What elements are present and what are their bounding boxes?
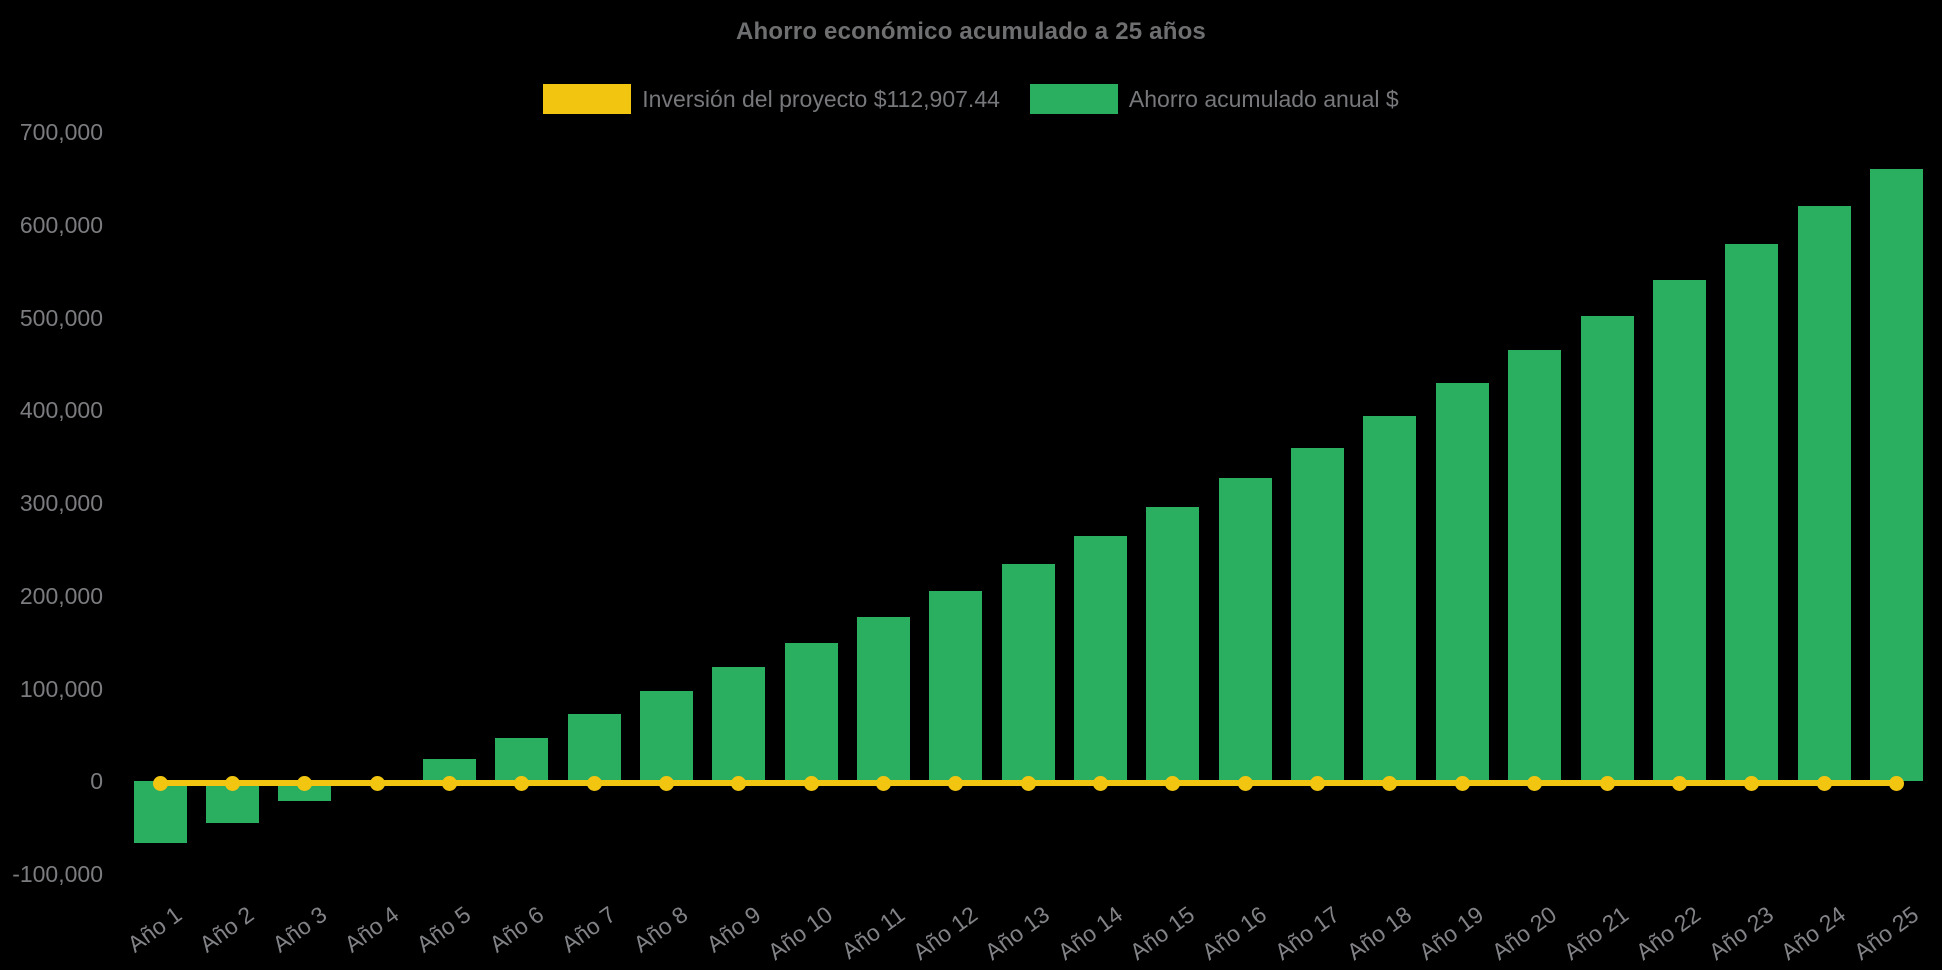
bar-ano-8[interactable] bbox=[639, 691, 693, 782]
investment-point-ano-12[interactable] bbox=[948, 775, 964, 791]
investment-point-ano-15[interactable] bbox=[1165, 775, 1181, 791]
investment-point-ano-9[interactable] bbox=[731, 775, 747, 791]
investment-point-ano-4[interactable] bbox=[369, 775, 385, 791]
x-tick-ano-16: Año 16 bbox=[1197, 901, 1272, 965]
investment-point-ano-23[interactable] bbox=[1744, 775, 1760, 791]
y-tick-400000: 400,000 bbox=[19, 397, 103, 424]
y-tick-700000: 700,000 bbox=[19, 119, 103, 145]
y-tick-0: 0 bbox=[90, 768, 103, 795]
x-tick-ano-21: Año 21 bbox=[1559, 901, 1634, 965]
bar-ano-24[interactable] bbox=[1797, 206, 1851, 782]
legend-item-savings[interactable]: Ahorro acumulado anual $ bbox=[1029, 84, 1399, 114]
legend: Inversión del proyecto $112,907.44 Ahorr… bbox=[0, 84, 1942, 114]
investment-point-ano-18[interactable] bbox=[1382, 775, 1398, 791]
bar-ano-6[interactable] bbox=[495, 738, 549, 782]
bar-ano-19[interactable] bbox=[1435, 383, 1489, 782]
investment-point-ano-14[interactable] bbox=[1093, 775, 1109, 791]
investment-point-ano-20[interactable] bbox=[1527, 775, 1543, 791]
x-tick-ano-10: Año 10 bbox=[763, 901, 838, 965]
x-tick-ano-7: Año 7 bbox=[556, 901, 621, 958]
investment-point-ano-3[interactable] bbox=[297, 775, 313, 791]
bar-ano-15[interactable] bbox=[1146, 507, 1200, 782]
bar-ano-23[interactable] bbox=[1725, 244, 1779, 782]
investment-point-ano-24[interactable] bbox=[1816, 775, 1832, 791]
x-tick-ano-22: Año 22 bbox=[1631, 901, 1706, 965]
legend-swatch-investment bbox=[543, 84, 632, 114]
x-tick-ano-9: Año 9 bbox=[701, 901, 766, 958]
x-tick-ano-25: Año 25 bbox=[1848, 901, 1923, 965]
bar-ano-3[interactable] bbox=[278, 781, 332, 802]
y-tick-100000: 100,000 bbox=[19, 675, 103, 702]
y-tick--100000: -100,000 bbox=[12, 861, 103, 887]
x-tick-ano-8: Año 8 bbox=[628, 901, 693, 958]
x-tick-ano-13: Año 13 bbox=[980, 901, 1055, 965]
x-tick-ano-23: Año 23 bbox=[1703, 901, 1778, 965]
investment-point-ano-21[interactable] bbox=[1599, 775, 1615, 791]
bar-ano-1[interactable] bbox=[133, 781, 187, 844]
chart-title: Ahorro económico acumulado a 25 años bbox=[736, 18, 1206, 45]
x-tick-ano-12: Año 12 bbox=[907, 901, 983, 965]
investment-point-ano-22[interactable] bbox=[1671, 775, 1687, 791]
x-tick-ano-18: Año 18 bbox=[1341, 901, 1417, 965]
bar-ano-7[interactable] bbox=[567, 714, 621, 782]
x-tick-ano-15: Año 15 bbox=[1124, 901, 1200, 965]
bar-ano-5[interactable] bbox=[422, 759, 476, 782]
investment-point-ano-17[interactable] bbox=[1310, 775, 1326, 791]
investment-point-ano-19[interactable] bbox=[1454, 775, 1470, 791]
bar-ano-20[interactable] bbox=[1508, 349, 1562, 782]
legend-label-savings: Ahorro acumulado anual $ bbox=[1128, 85, 1399, 112]
x-tick-ano-19: Año 19 bbox=[1414, 901, 1489, 965]
investment-point-ano-11[interactable] bbox=[876, 775, 891, 791]
x-tick-ano-20: Año 20 bbox=[1486, 901, 1561, 965]
legend-item-investment[interactable]: Inversión del proyecto $112,907.44 bbox=[543, 84, 1000, 114]
x-tick-ano-4: Año 4 bbox=[339, 901, 404, 958]
y-tick-300000: 300,000 bbox=[19, 490, 103, 516]
legend-swatch-savings bbox=[1029, 84, 1118, 114]
x-tick-ano-17: Año 17 bbox=[1269, 901, 1344, 965]
investment-point-ano-25[interactable] bbox=[1888, 775, 1904, 791]
x-tick-ano-1: Año 1 bbox=[122, 901, 187, 958]
legend-label-investment: Inversión del proyecto $112,907.44 bbox=[642, 85, 1000, 112]
bar-ano-9[interactable] bbox=[712, 667, 766, 782]
bar-ano-17[interactable] bbox=[1291, 448, 1345, 782]
investment-point-ano-13[interactable] bbox=[1020, 775, 1036, 791]
x-tick-ano-3: Año 3 bbox=[267, 901, 331, 958]
bar-ano-25[interactable] bbox=[1869, 169, 1923, 782]
y-tick-600000: 600,000 bbox=[19, 211, 103, 238]
x-tick-ano-5: Año 5 bbox=[411, 901, 476, 958]
investment-point-ano-1[interactable] bbox=[152, 775, 168, 791]
investment-point-ano-8[interactable] bbox=[658, 775, 674, 791]
investment-point-ano-16[interactable] bbox=[1237, 775, 1253, 791]
x-tick-ano-24: Año 24 bbox=[1776, 901, 1851, 965]
investment-point-ano-10[interactable] bbox=[803, 775, 819, 791]
bar-ano-21[interactable] bbox=[1580, 316, 1634, 782]
bar-ano-11[interactable] bbox=[857, 617, 910, 782]
y-tick-500000: 500,000 bbox=[19, 304, 103, 331]
investment-point-ano-2[interactable] bbox=[224, 775, 240, 791]
bar-ano-14[interactable] bbox=[1074, 536, 1128, 782]
bar-ano-18[interactable] bbox=[1363, 416, 1417, 782]
x-tick-ano-2: Año 2 bbox=[194, 901, 259, 958]
x-tick-ano-6: Año 6 bbox=[484, 901, 549, 958]
bar-ano-13[interactable] bbox=[1001, 564, 1055, 782]
x-tick-ano-14: Año 14 bbox=[1052, 901, 1127, 965]
x-tick-ano-11: Año 11 bbox=[836, 901, 910, 964]
y-tick-200000: 200,000 bbox=[19, 582, 103, 609]
investment-point-ano-6[interactable] bbox=[514, 775, 530, 791]
investment-point-ano-5[interactable] bbox=[441, 775, 457, 791]
bar-ano-10[interactable] bbox=[784, 643, 838, 782]
bar-ano-12[interactable] bbox=[929, 591, 983, 782]
bar-ano-22[interactable] bbox=[1652, 280, 1706, 782]
bar-ano-16[interactable] bbox=[1218, 478, 1272, 782]
investment-point-ano-7[interactable] bbox=[586, 775, 602, 791]
